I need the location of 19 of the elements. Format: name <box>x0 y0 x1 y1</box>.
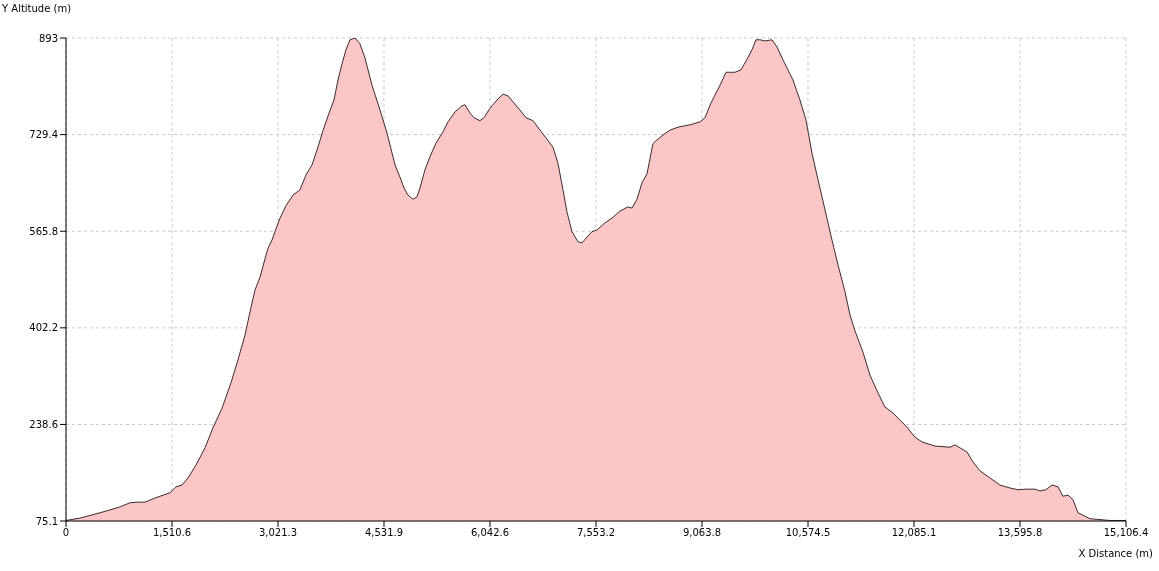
x-tick-label: 6,042.6 <box>470 527 510 539</box>
x-tick-label: 10,574.5 <box>785 527 831 539</box>
y-tick-label: 565.8 <box>29 225 58 237</box>
x-tick-label: 13,595.8 <box>997 527 1043 539</box>
x-tick-label: 1,510.6 <box>152 527 192 539</box>
x-tick-label: 4,531.9 <box>364 527 404 539</box>
y-tick-label: 893 <box>38 32 58 44</box>
x-tick-label: 9,063.8 <box>682 527 722 539</box>
y-tick-label: 238.6 <box>29 419 58 430</box>
y-tick-label: 402.2 <box>29 322 58 334</box>
y-tick-label: 75.1 <box>35 515 58 527</box>
x-tick-label: 7,553.2 <box>576 527 616 539</box>
y-tick-label: 729.4 <box>29 129 58 141</box>
x-tick-label: 12,085.1 <box>891 527 937 539</box>
x-tick-label: 15,106.4 <box>1103 527 1149 539</box>
y-axis-title: Y Altitude (m) <box>2 3 72 14</box>
x-tick-label: 3,021.3 <box>258 527 298 539</box>
x-tick-label: 0 <box>62 527 70 539</box>
x-axis-title: X Distance (m) <box>1078 548 1153 559</box>
